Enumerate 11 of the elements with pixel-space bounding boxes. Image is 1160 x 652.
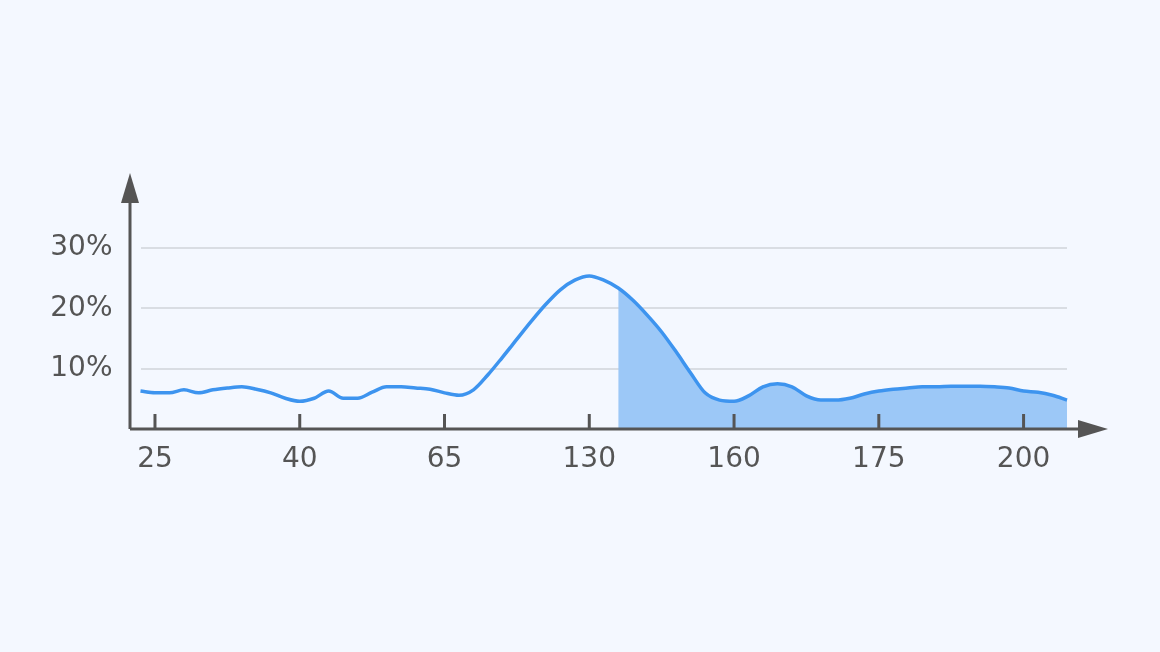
y-tick-label: 30% [50, 229, 113, 263]
y-tick-label: 10% [50, 350, 113, 384]
x-tick-label: 130 [562, 441, 616, 475]
x-tick-label: 200 [996, 441, 1051, 475]
x-tick-label: 65 [426, 441, 463, 475]
y-tick-label: 20% [50, 289, 113, 323]
x-tick-label: 160 [707, 441, 761, 475]
x-tick-label: 25 [137, 441, 173, 475]
x-tick-label: 175 [852, 441, 906, 475]
x-tick-label: 40 [281, 441, 318, 475]
line-series [138, 274, 1069, 404]
